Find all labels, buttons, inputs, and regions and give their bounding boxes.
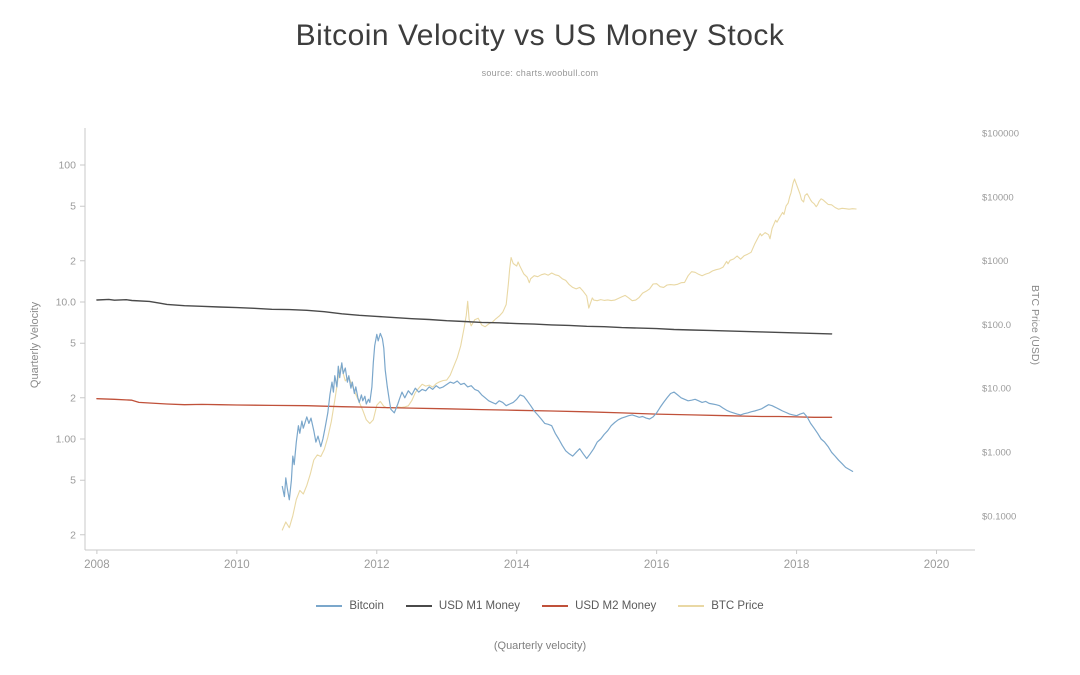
chart-title: Bitcoin Velocity vs US Money Stock <box>295 19 785 52</box>
y-left-tick-label: 2 <box>70 392 76 404</box>
series-bitcoin-line <box>281 332 854 501</box>
x-tick-label: 2014 <box>504 559 530 571</box>
legend-label-usd-m1-money: USD M1 Money <box>438 600 521 612</box>
y-right-tick-label: $100.0 <box>982 320 1011 331</box>
y-right-tick-label: $100000 <box>982 129 1019 140</box>
y-left-tick-label: 1.00 <box>56 434 77 446</box>
series-usd-m1-money-line <box>96 298 833 335</box>
y-right-tick-label: $0.1000 <box>982 511 1016 522</box>
legend-item-btc-price[interactable]: BTC Price <box>678 600 764 612</box>
y-right-tick-label: $1000 <box>982 256 1008 267</box>
y-left-tick-label: 2 <box>70 255 76 267</box>
chart-source: source: charts.woobull.com <box>481 68 599 78</box>
legend-item-usd-m2-money[interactable]: USD M2 Money <box>542 600 656 612</box>
legend-item-usd-m1-money[interactable]: USD M1 Money <box>405 600 521 612</box>
x-tick-label: 2012 <box>364 559 390 571</box>
series-btc-price-line <box>281 178 857 531</box>
x-tick-label: 2020 <box>924 559 950 571</box>
y-right-axis-title: BTC Price (USD) <box>1029 285 1041 365</box>
legend-swatch-usd-m1-money <box>405 605 432 607</box>
legend-label-usd-m2-money: USD M2 Money <box>575 600 657 612</box>
x-tick-label: 2008 <box>84 559 110 571</box>
legend-swatch-usd-m2-money <box>542 605 569 607</box>
x-tick-label: 2016 <box>644 559 670 571</box>
legend-swatch-btc-price <box>678 605 705 607</box>
y-right-tick-label: $10.00 <box>982 384 1011 395</box>
chart-caption: (Quarterly velocity) <box>493 640 587 652</box>
y-left-axis-title: Quarterly Velocity <box>29 301 41 388</box>
series-usd-m2-money-line <box>96 398 833 418</box>
y-left-tick-label: 5 <box>70 475 76 487</box>
y-left-tick-label: 100 <box>58 160 76 172</box>
y-right-tick-label: $10000 <box>982 192 1014 203</box>
y-left-tick-label: 2 <box>70 529 76 541</box>
legend-swatch-bitcoin <box>316 605 343 607</box>
y-left-tick-label: 5 <box>70 338 76 350</box>
x-tick-label: 2010 <box>224 559 250 571</box>
legend-item-bitcoin[interactable]: Bitcoin <box>316 600 384 612</box>
legend-label-btc-price: BTC Price <box>711 600 764 612</box>
y-left-tick-label: 5 <box>70 201 76 213</box>
legend-label-bitcoin: Bitcoin <box>349 600 384 612</box>
legend: Bitcoin USD M1 Money USD M2 Money BTC Price <box>0 600 1080 612</box>
y-left-tick-label: 10.0 <box>56 297 77 309</box>
y-right-tick-label: $1.000 <box>982 448 1011 459</box>
x-tick-label: 2018 <box>784 559 810 571</box>
